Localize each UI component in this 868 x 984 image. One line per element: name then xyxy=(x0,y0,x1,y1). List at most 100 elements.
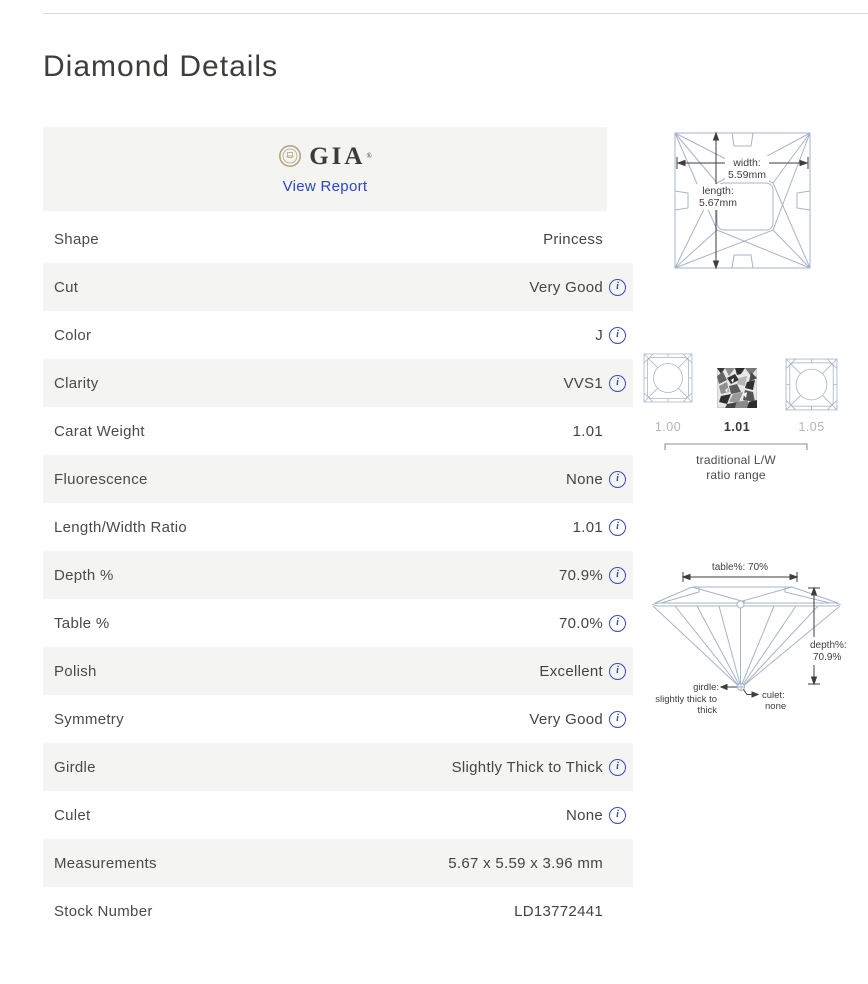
row-value: 70.9% xyxy=(558,566,603,584)
row-label: Cut xyxy=(54,278,79,296)
table-row: Girdle Slightly Thick to Thick i xyxy=(43,743,633,791)
table-row: Stock Number LD13772441 i xyxy=(43,887,633,935)
row-value-wrap: J i xyxy=(595,326,633,344)
table-row: Shape Princess i xyxy=(43,215,633,263)
girdle-label-line1: girdle: xyxy=(693,682,719,693)
info-icon[interactable]: i xyxy=(609,614,626,632)
table-row: Table % 70.0% i xyxy=(43,599,633,647)
row-value-wrap: 1.01 i xyxy=(572,518,633,536)
top-view-labels: width: 5.59mm length: 5.67mm xyxy=(696,156,769,210)
row-label: Color xyxy=(54,326,92,344)
row-value: 1.01 xyxy=(572,518,603,536)
top-view-facets xyxy=(674,132,811,269)
ratio-caption: traditional L/W ratio range xyxy=(661,453,811,483)
gia-trademark: ® xyxy=(366,151,372,160)
gia-logo: GIA ® xyxy=(278,144,372,169)
table-row: Fluorescence None i xyxy=(43,455,633,503)
ratio-caption-line1: traditional L/W xyxy=(696,453,776,467)
row-value: Slightly Thick to Thick xyxy=(451,758,603,776)
info-icon[interactable]: i xyxy=(609,326,626,344)
info-icon[interactable]: i xyxy=(609,806,626,824)
row-value: None xyxy=(565,470,603,488)
gia-report-box: GIA ® View Report xyxy=(43,127,607,211)
photo-facets xyxy=(717,368,757,408)
row-label: Shape xyxy=(54,230,99,248)
row-label: Depth % xyxy=(54,566,114,584)
diamond-profile-diagram: table%: 70% depth%: 70.9% girdle: slight… xyxy=(651,562,851,716)
info-icon[interactable]: i xyxy=(609,518,626,536)
row-label: Table % xyxy=(54,614,110,632)
row-label: Culet xyxy=(54,806,91,824)
girdle-label-line3: thick xyxy=(697,705,717,716)
ratio-range-bracket xyxy=(664,443,808,450)
row-value-wrap: Very Good i xyxy=(529,710,633,728)
row-value-wrap: 1.01 i xyxy=(573,423,633,440)
ratio-current: 1.01 xyxy=(723,420,751,434)
info-icon[interactable]: i xyxy=(609,758,626,776)
ratio-range-diagram: 1.00 1.01 1.05 traditional L/W ratio ran… xyxy=(637,350,862,490)
depth-label-line2: 70.9% xyxy=(813,652,841,663)
gia-seal-icon xyxy=(279,145,302,167)
row-value: LD13772441 xyxy=(514,902,603,920)
row-label: Fluorescence xyxy=(54,470,148,488)
length-value: 5.67mm xyxy=(699,197,737,209)
row-value: Princess xyxy=(543,230,603,248)
info-icon[interactable]: i xyxy=(609,278,626,296)
table-row: Color J i xyxy=(43,311,633,359)
row-value: Very Good xyxy=(529,278,603,296)
row-value: 5.67 x 5.59 x 3.96 mm xyxy=(448,854,603,872)
row-value: Very Good xyxy=(529,710,603,728)
ratio-high: 1.05 xyxy=(798,420,825,434)
table-row: Carat Weight 1.01 i xyxy=(43,407,633,455)
row-value-wrap: Very Good i xyxy=(529,278,633,296)
row-label: Polish xyxy=(54,662,97,680)
culet-label-line1: culet: xyxy=(762,690,785,701)
row-value-wrap: 5.67 x 5.59 x 3.96 mm i xyxy=(448,855,633,872)
table-row: Length/Width Ratio 1.01 i xyxy=(43,503,633,551)
row-label: Length/Width Ratio xyxy=(54,518,187,536)
outline-facets-high xyxy=(785,358,838,411)
profile-labels: table%: 70% depth%: 70.9% girdle: slight… xyxy=(655,562,851,716)
profile-dimension-arrows xyxy=(681,572,820,698)
table-row: Measurements 5.67 x 5.59 x 3.96 mm i xyxy=(43,839,633,887)
row-label: Carat Weight xyxy=(54,422,145,440)
diagram-column: width: 5.59mm length: 5.67mm xyxy=(637,127,865,857)
row-value-wrap: Excellent i xyxy=(539,662,633,680)
outline-facets-low xyxy=(643,353,693,403)
row-value-wrap: None i xyxy=(565,806,633,824)
length-label: length: xyxy=(702,185,734,197)
girdle-label-line2: slightly thick to xyxy=(655,694,717,705)
row-value: VVS1 xyxy=(563,374,603,392)
table-percent-label: table%: 70% xyxy=(712,562,768,573)
page-title: Diamond Details xyxy=(43,50,279,83)
top-divider xyxy=(43,13,868,14)
princess-outline-high xyxy=(785,358,838,411)
info-icon[interactable]: i xyxy=(609,710,626,728)
info-icon[interactable]: i xyxy=(609,566,626,584)
profile-facets xyxy=(651,586,842,691)
table-row: Cut Very Good i xyxy=(43,263,633,311)
row-value-wrap: None i xyxy=(565,470,633,488)
width-value: 5.59mm xyxy=(728,169,766,181)
view-report-link[interactable]: View Report xyxy=(282,177,368,195)
gia-wordmark: GIA xyxy=(309,142,366,170)
info-icon[interactable]: i xyxy=(609,470,626,488)
table-row: Depth % 70.9% i xyxy=(43,551,633,599)
table-row: Clarity VVS1 i xyxy=(43,359,633,407)
row-value-wrap: 70.9% i xyxy=(558,566,633,584)
row-value: None xyxy=(565,806,603,824)
row-value-wrap: Slightly Thick to Thick i xyxy=(451,758,633,776)
depth-label-line1: depth%: xyxy=(810,640,847,651)
row-value-wrap: Princess i xyxy=(543,231,633,248)
row-value: Excellent xyxy=(539,662,603,680)
culet-label-line2: none xyxy=(765,701,786,712)
row-label: Clarity xyxy=(54,374,99,392)
row-label: Measurements xyxy=(54,854,157,872)
info-icon[interactable]: i xyxy=(609,662,626,680)
ratio-low: 1.00 xyxy=(654,420,682,434)
row-value-wrap: LD13772441 i xyxy=(514,903,633,920)
row-value: 1.01 xyxy=(572,422,603,440)
table-row: Culet None i xyxy=(43,791,633,839)
info-icon[interactable]: i xyxy=(609,374,626,392)
ratio-caption-line2: ratio range xyxy=(706,468,766,482)
